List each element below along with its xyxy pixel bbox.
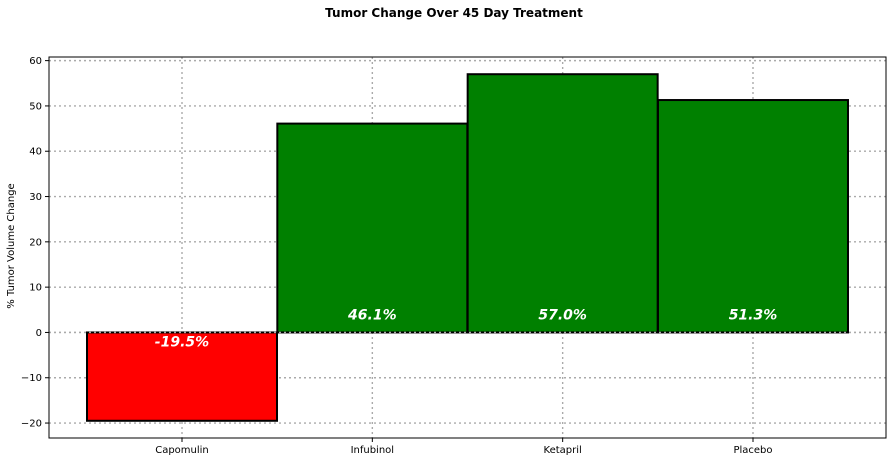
y-tick-label: 10 <box>29 283 42 294</box>
y-axis-ticks: −20 −10 0 10 20 30 40 50 60 <box>21 56 49 430</box>
x-tick-label: Infubinol <box>351 445 395 456</box>
y-tick-label: 20 <box>29 237 42 248</box>
data-label-infubinol: 46.1% <box>347 307 397 323</box>
y-tick-label: 0 <box>36 328 42 339</box>
x-tick-label: Placebo <box>733 445 772 456</box>
x-axis-ticks: Capomulin Infubinol Ketapril Placebo <box>155 438 773 456</box>
y-tick-label: 40 <box>29 147 42 158</box>
y-tick-label: −20 <box>21 419 42 430</box>
x-tick-label: Capomulin <box>155 445 209 456</box>
bar-ketapril <box>466 73 659 334</box>
bar-capomulin <box>86 331 278 422</box>
data-label-capomulin: -19.5% <box>155 334 209 350</box>
y-axis-label: % Tumor Volume Change <box>6 183 17 308</box>
bar-placebo <box>656 99 849 334</box>
y-tick-label: 50 <box>29 101 42 112</box>
y-tick-label: 30 <box>29 192 42 203</box>
bars <box>86 73 849 422</box>
plot-frame <box>48 56 887 439</box>
data-labels: -19.5% 46.1% 57.0% 51.3% <box>155 307 777 350</box>
x-tick-label: Ketapril <box>544 445 582 456</box>
bar-infubinol <box>276 122 469 334</box>
y-tick-label: 60 <box>29 56 42 67</box>
data-label-placebo: 51.3% <box>729 307 778 323</box>
chart-title: Tumor Change Over 45 Day Treatment <box>325 6 583 20</box>
data-label-ketapril: 57.0% <box>538 307 587 323</box>
y-tick-label: −10 <box>21 373 42 384</box>
